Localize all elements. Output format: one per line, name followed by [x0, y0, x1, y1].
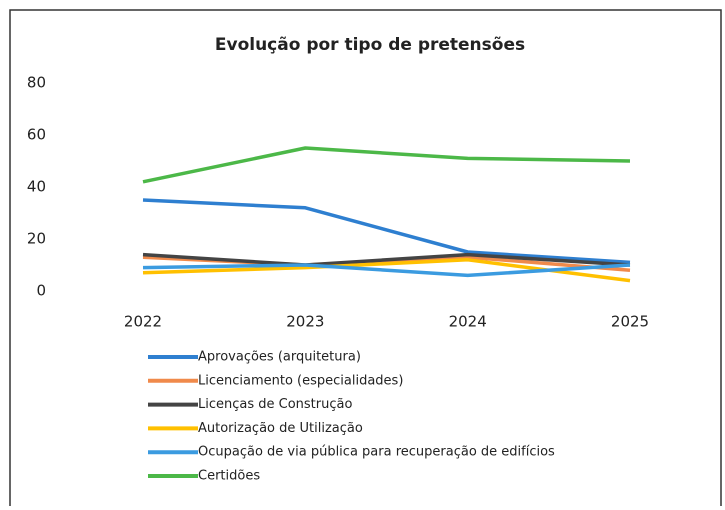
x-tick-label: 2023	[286, 313, 324, 331]
legend-label: Licenciamento (especialidades)	[198, 373, 403, 388]
y-tick-label: 80	[27, 74, 46, 92]
series-line	[142, 146, 631, 184]
x-tick-label: 2025	[611, 313, 649, 331]
legend-label: Licenças de Construção	[198, 397, 352, 412]
chart-title: Evolução por tipo de pretensões	[215, 35, 525, 55]
y-tick-label: 0	[36, 282, 46, 300]
series-line	[142, 198, 631, 265]
y-tick-label: 20	[27, 230, 46, 248]
legend-label: Ocupação de via pública para recuperação…	[198, 445, 555, 460]
legend-label: Aprovações (arquitetura)	[198, 350, 361, 365]
x-tick-label: 2024	[449, 313, 487, 331]
y-tick-label: 60	[27, 126, 46, 144]
legend-label: Certidões	[198, 469, 260, 484]
chart-frame	[9, 9, 722, 510]
legend-label: Autorização de Utilização	[198, 421, 363, 436]
series-line	[142, 263, 631, 278]
series-line	[142, 252, 631, 267]
y-tick-label: 40	[27, 178, 46, 196]
x-tick-label: 2022	[124, 313, 162, 331]
